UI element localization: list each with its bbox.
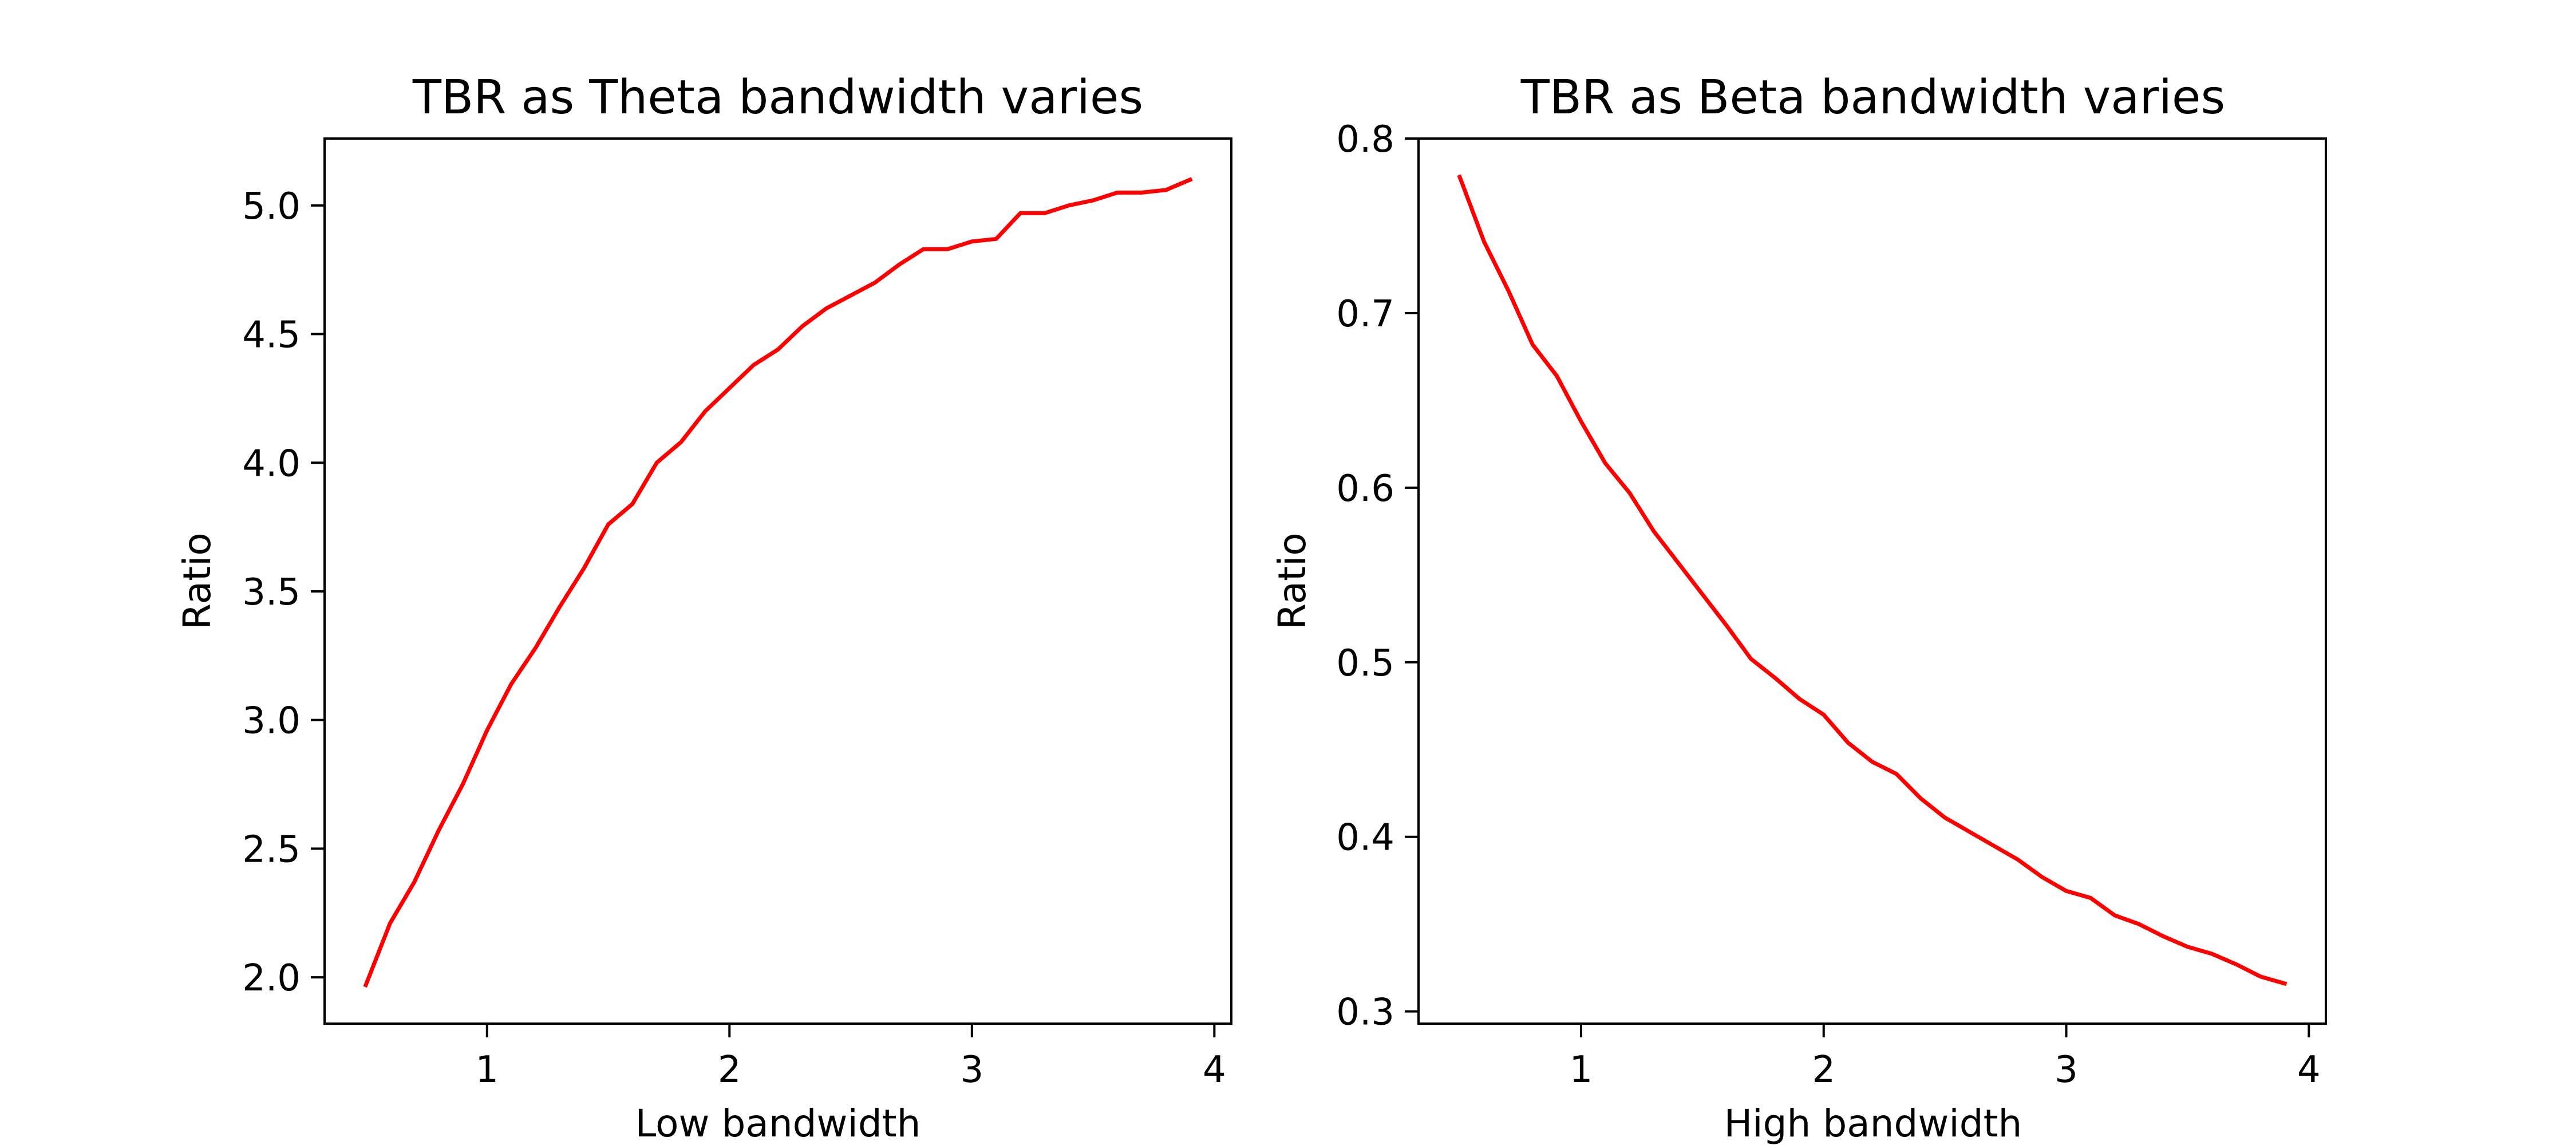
x-axis-ticks: 1 2 3 4: [1570, 1024, 2321, 1091]
y-tick-label: 0.5: [1336, 642, 1394, 685]
y-tick-label: 3.0: [242, 700, 301, 743]
y-tick-label: 4.5: [242, 314, 301, 357]
x-tick-label: 1: [475, 1049, 499, 1091]
x-tick-label: 2: [1812, 1049, 1835, 1091]
x-axis-ticks: 1 2 3 4: [475, 1024, 1226, 1091]
y-axis-label: Ratio: [175, 532, 219, 629]
x-axis-label: High bandwidth: [1724, 1101, 2022, 1145]
y-axis-label: Ratio: [1270, 532, 1314, 629]
x-axis-label: Low bandwidth: [635, 1101, 921, 1145]
plot-frame: [323, 137, 1232, 1025]
x-tick-label: 4: [2297, 1049, 2321, 1091]
x-tick-label: 3: [960, 1049, 983, 1091]
series-layer: [363, 177, 1193, 988]
y-axis-ticks: 2.0 2.5 3.0 3.5 4.0 4.5 5.0: [242, 185, 325, 1000]
x-tick-label: 3: [2055, 1049, 2078, 1091]
chart-title: TBR as Beta bandwidth varies: [1520, 70, 2225, 125]
y-tick-label: 0.4: [1336, 817, 1394, 859]
y-tick-label: 2.5: [242, 828, 301, 871]
series-layer: [1457, 174, 2287, 986]
x-tick-label: 2: [718, 1049, 741, 1091]
y-tick-label: 0.7: [1336, 293, 1394, 335]
y-tick-label: 2.0: [242, 957, 301, 1000]
y-tick-label: 0.6: [1336, 468, 1394, 510]
series-line-0: [1457, 174, 2287, 986]
chart-beta: TBR as Beta bandwidth varies 1 2 3 4 0.3 0.4…: [1270, 70, 2327, 1145]
y-axis-ticks: 0.3 0.4 0.5 0.6 0.7 0.8: [1336, 119, 1419, 1034]
y-tick-label: 5.0: [242, 185, 301, 228]
x-tick-label: 1: [1570, 1049, 1593, 1091]
y-tick-label: 0.8: [1336, 119, 1394, 161]
plot-frame: [1417, 137, 2327, 1025]
y-tick-label: 3.5: [242, 571, 301, 614]
y-tick-label: 0.3: [1336, 992, 1394, 1034]
chart-title: TBR as Theta bandwidth varies: [412, 70, 1143, 125]
y-tick-label: 4.0: [242, 443, 301, 485]
series-line-0: [363, 177, 1193, 988]
x-tick-label: 4: [1203, 1049, 1226, 1091]
